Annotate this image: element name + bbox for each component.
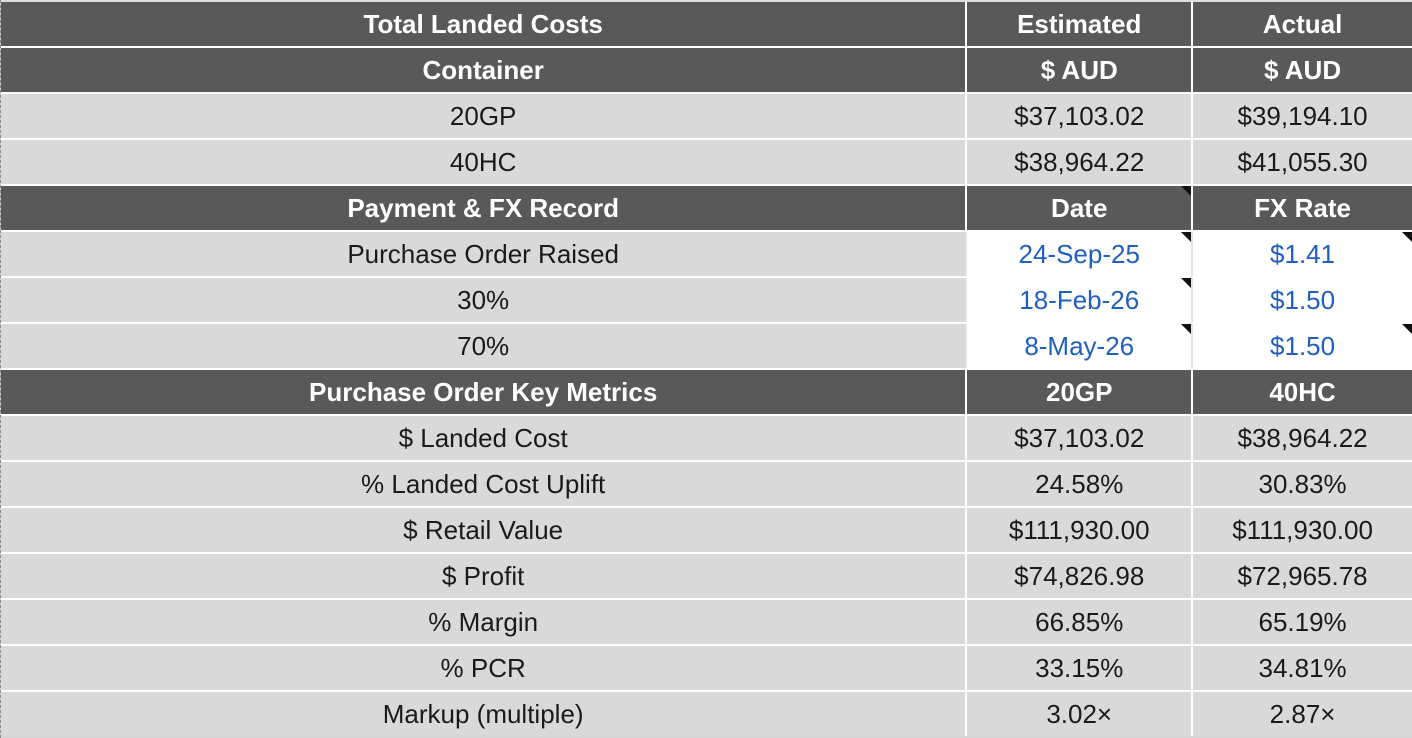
table-row: 40HC $38,964.22 $41,055.30 <box>1 138 1412 184</box>
row-label-cell[interactable]: 40HC <box>449 146 517 177</box>
value-cell-20gp[interactable]: $37,103.02 <box>965 416 1191 460</box>
header-cell-fx-rate[interactable]: FX Rate <box>1191 186 1412 230</box>
date-input-cell[interactable]: 18-Feb-26 <box>965 278 1192 322</box>
value-cell-20gp[interactable]: $111,930.00 <box>965 508 1191 552</box>
fx-rate-input-cell[interactable]: $1.50 <box>1191 278 1412 322</box>
value-cell-20gp[interactable]: 66.85% <box>965 600 1191 644</box>
row-label-cell[interactable]: 70% <box>457 330 510 361</box>
header-cell-20gp[interactable]: 20GP <box>965 370 1191 414</box>
value-cell-estimated[interactable]: $37,103.02 <box>965 94 1191 138</box>
header-cell-total-landed-costs[interactable]: Total Landed Costs <box>363 8 603 39</box>
row-label-cell[interactable]: $ Retail Value <box>403 514 564 545</box>
table-row: Markup (multiple) 3.02× 2.87× <box>1 690 1412 736</box>
value-cell-40hc[interactable]: $72,965.78 <box>1191 554 1412 598</box>
date-input-cell[interactable]: 24-Sep-25 <box>965 232 1192 276</box>
row-label-cell[interactable]: Purchase Order Raised <box>347 238 619 269</box>
value-cell-40hc[interactable]: 34.81% <box>1191 646 1412 690</box>
value-cell-20gp[interactable]: 33.15% <box>965 646 1191 690</box>
value-cell-actual[interactable]: $41,055.30 <box>1191 140 1412 184</box>
header-cell-key-metrics[interactable]: Purchase Order Key Metrics <box>309 376 658 407</box>
header-cell-date[interactable]: Date <box>965 186 1192 230</box>
header-cell-currency-estimated[interactable]: $ AUD <box>965 48 1191 92</box>
header-cell-payment-fx-record[interactable]: Payment & FX Record <box>347 192 619 223</box>
table-row: % PCR 33.15% 34.81% <box>1 644 1412 690</box>
value-cell-40hc[interactable]: 2.87× <box>1191 692 1412 736</box>
table-row: Purchase Order Raised 24-Sep-25 $1.41 <box>1 230 1412 276</box>
fx-rate-input-cell[interactable]: $1.41 <box>1191 232 1412 276</box>
table-row: % Margin 66.85% 65.19% <box>1 598 1412 644</box>
table-row: $ Profit $74,826.98 $72,965.78 <box>1 552 1412 598</box>
header-row-payment-fx-record: Payment & FX Record Date FX Rate <box>1 184 1412 230</box>
header-cell-currency-actual[interactable]: $ AUD <box>1191 48 1412 92</box>
fx-rate-input-cell[interactable]: $1.50 <box>1191 324 1412 368</box>
row-label-cell[interactable]: % Margin <box>428 606 539 637</box>
row-label-cell[interactable]: $ Profit <box>441 560 525 591</box>
row-label-cell[interactable]: 20GP <box>449 100 517 131</box>
row-label-cell[interactable]: % PCR <box>440 652 526 683</box>
table-row: 70% 8-May-26 $1.50 <box>1 322 1412 368</box>
table-row: 20GP $37,103.02 $39,194.10 <box>1 92 1412 138</box>
value-cell-estimated[interactable]: $38,964.22 <box>965 140 1191 184</box>
value-cell-40hc[interactable]: 65.19% <box>1191 600 1412 644</box>
table-row: $ Landed Cost $37,103.02 $38,964.22 <box>1 414 1412 460</box>
value-cell-20gp[interactable]: 24.58% <box>965 462 1191 506</box>
row-label-cell[interactable]: % Landed Cost Uplift <box>361 468 606 499</box>
value-cell-40hc[interactable]: 30.83% <box>1191 462 1412 506</box>
row-label-cell[interactable]: Markup (multiple) <box>382 698 584 729</box>
value-cell-actual[interactable]: $39,194.10 <box>1191 94 1412 138</box>
value-cell-40hc[interactable]: $38,964.22 <box>1191 416 1412 460</box>
value-cell-40hc[interactable]: $111,930.00 <box>1191 508 1412 552</box>
date-input-cell[interactable]: 8-May-26 <box>965 324 1192 368</box>
header-row-total-landed-costs: Total Landed Costs Estimated Actual <box>1 0 1412 46</box>
header-row-container: Container $ AUD $ AUD <box>1 46 1412 92</box>
header-cell-actual[interactable]: Actual <box>1191 2 1412 46</box>
row-label-cell[interactable]: 30% <box>457 284 510 315</box>
header-cell-40hc[interactable]: 40HC <box>1191 370 1412 414</box>
table-row: 30% 18-Feb-26 $1.50 <box>1 276 1412 322</box>
row-label-cell[interactable]: $ Landed Cost <box>398 422 568 453</box>
header-cell-container[interactable]: Container <box>422 54 544 85</box>
value-cell-20gp[interactable]: $74,826.98 <box>965 554 1191 598</box>
header-cell-estimated[interactable]: Estimated <box>965 2 1191 46</box>
table-row: $ Retail Value $111,930.00 $111,930.00 <box>1 506 1412 552</box>
header-row-key-metrics: Purchase Order Key Metrics 20GP 40HC <box>1 368 1412 414</box>
table-row: % Landed Cost Uplift 24.58% 30.83% <box>1 460 1412 506</box>
value-cell-20gp[interactable]: 3.02× <box>965 692 1191 736</box>
